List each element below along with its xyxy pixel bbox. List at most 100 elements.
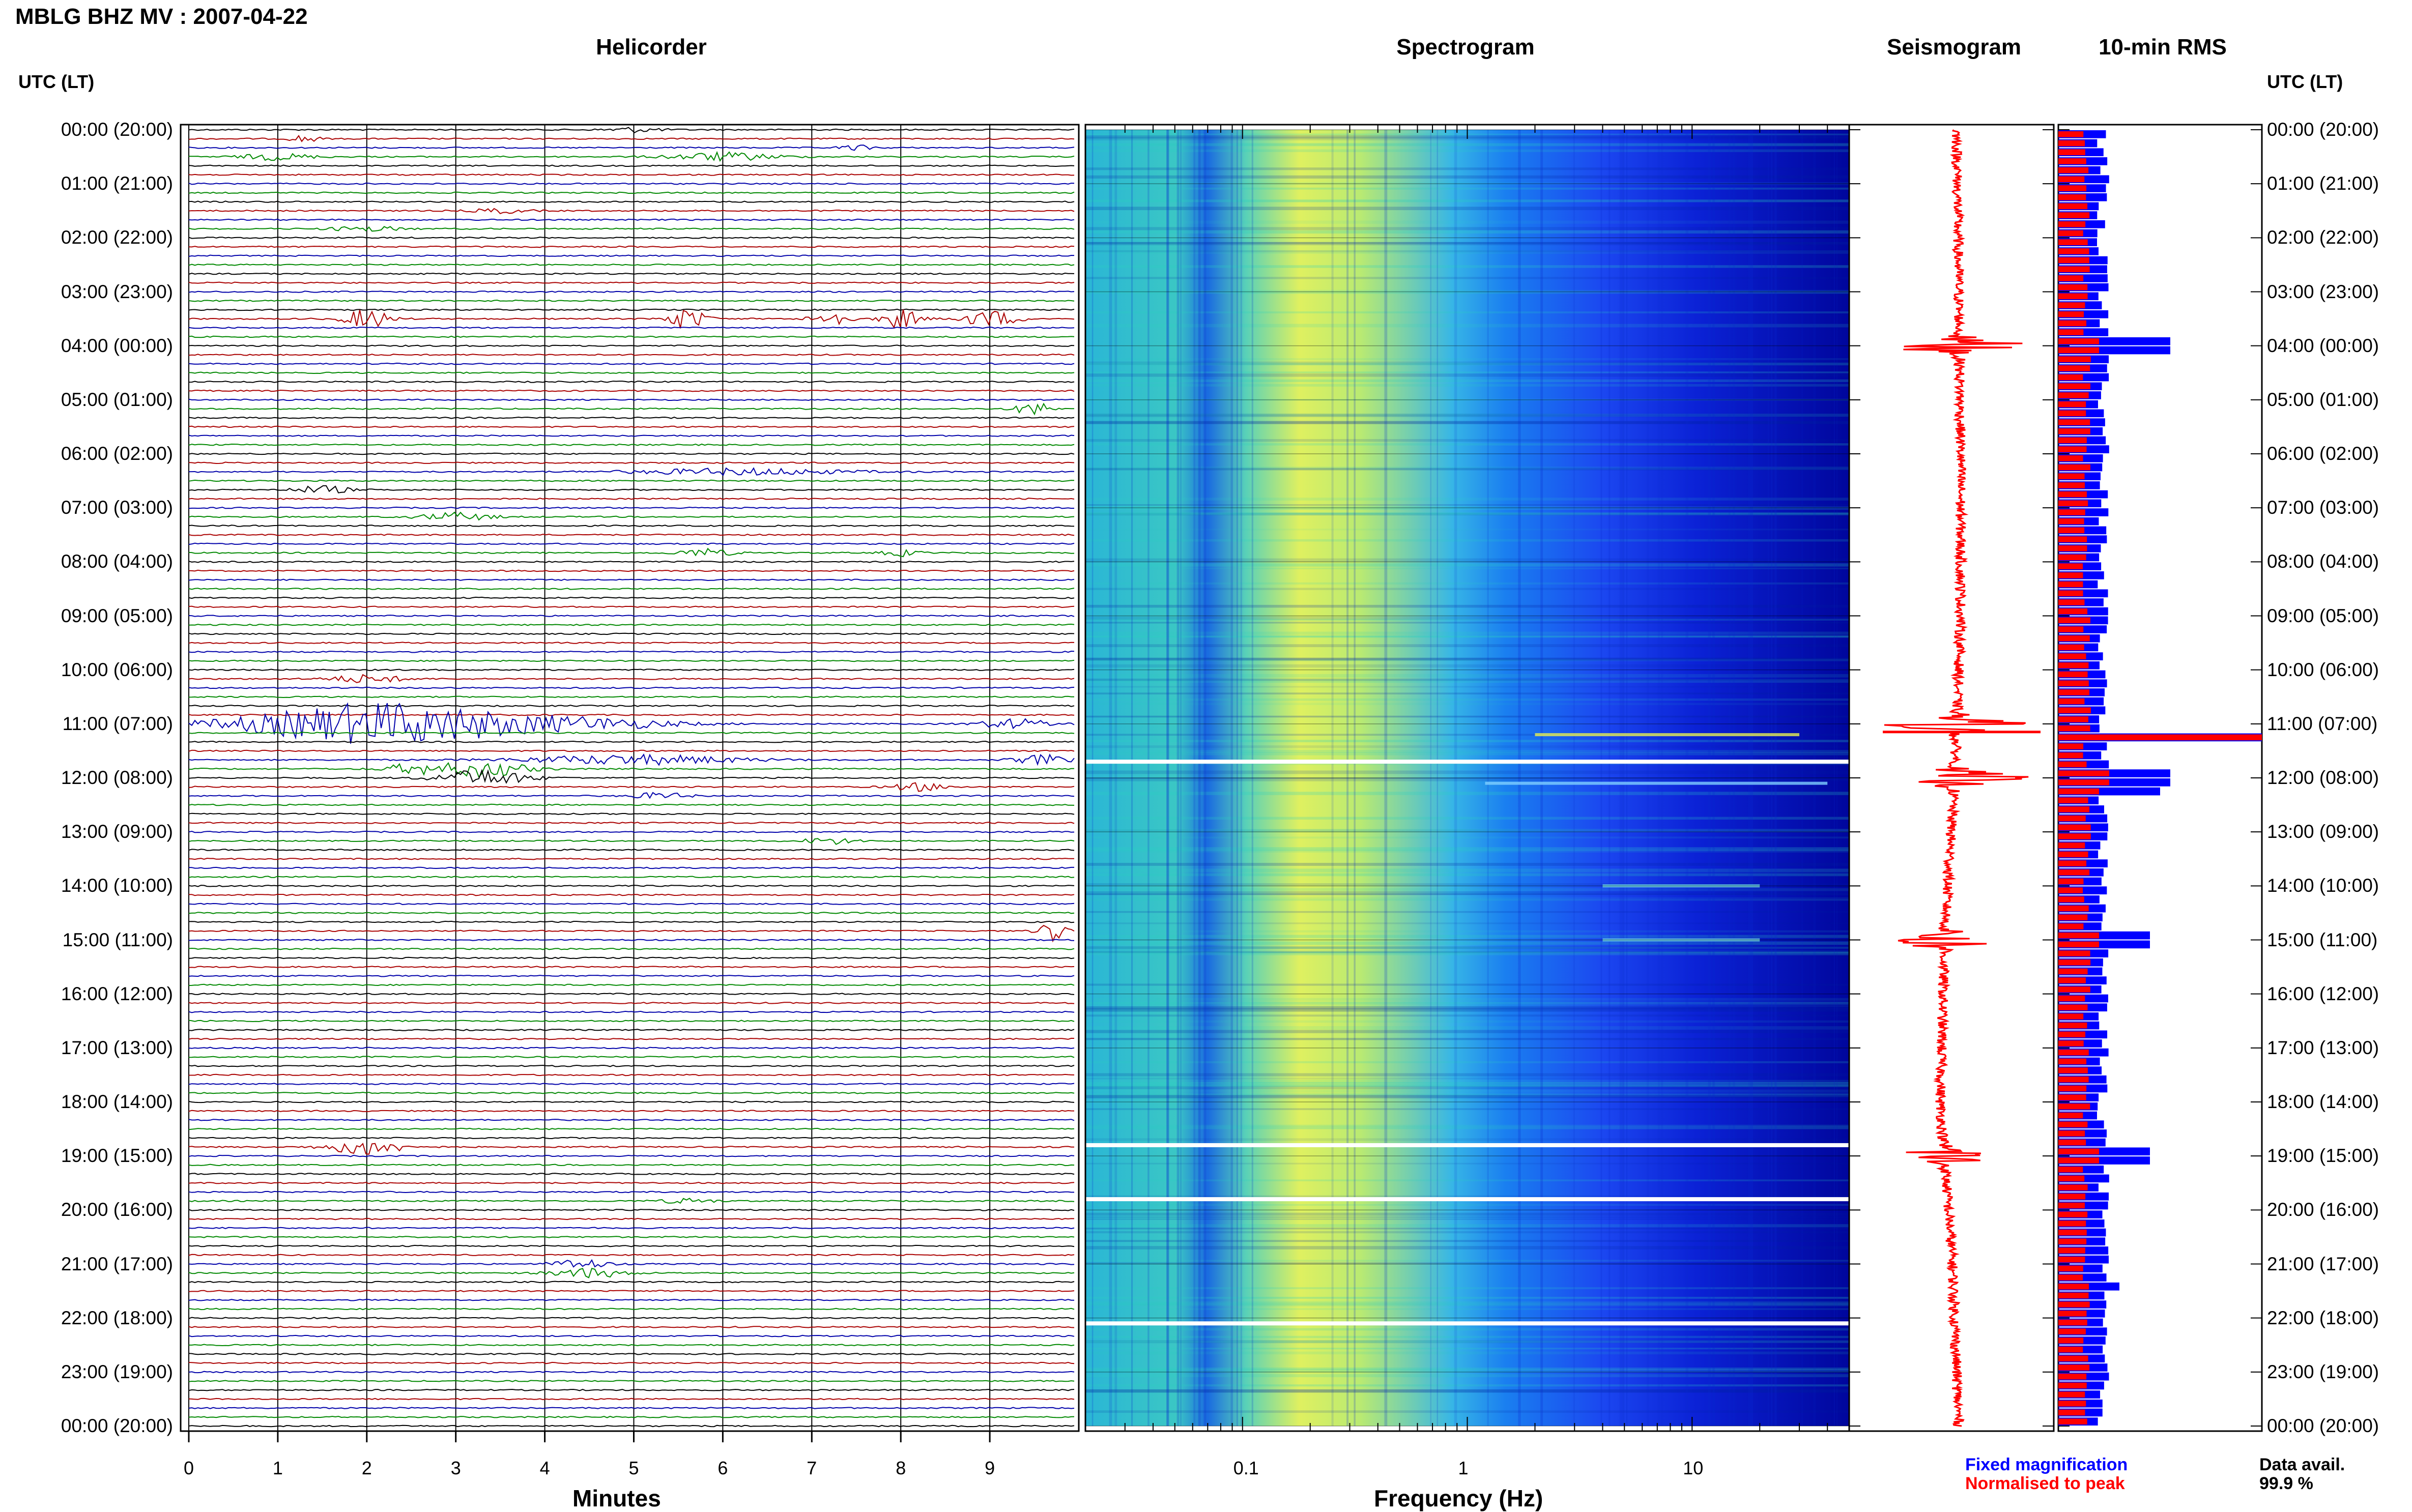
- spectrogram-row-texture: [1085, 513, 1849, 515]
- rms-bar-normalised: [2058, 617, 2090, 624]
- helicorder-tick-label: 8: [896, 1458, 906, 1478]
- rms-bar-normalised: [2058, 446, 2087, 452]
- spectrogram-row-texture: [1085, 398, 1849, 401]
- spectrogram-row-texture: [1085, 1008, 1849, 1010]
- rms-bar-normalised: [2058, 770, 2109, 776]
- spectrogram-row-texture: [1085, 686, 1849, 688]
- spectrogram-column-texture: [1657, 130, 1660, 1426]
- spectrogram-column-texture: [1166, 130, 1169, 1426]
- seismogram-plot: [1848, 124, 2055, 1432]
- helicorder-trace: [188, 461, 1075, 464]
- spectrogram-row-texture: [1085, 657, 1849, 659]
- spectrogram-column-texture: [1733, 130, 1735, 1426]
- spectrogram-row-texture: [1085, 1038, 1849, 1040]
- helicorder-trace: [188, 1083, 1075, 1085]
- rms-bar-normalised: [2058, 167, 2089, 173]
- spectrogram-row-texture: [1085, 698, 1849, 701]
- helicorder-trace: [188, 254, 1075, 257]
- spectrogram-row-texture: [1085, 1368, 1849, 1371]
- helicorder-trace: [189, 1344, 1075, 1347]
- rms-bar-normalised: [2058, 923, 2084, 929]
- rms-bar-normalised: [2058, 590, 2083, 597]
- helicorder-trace: [188, 1407, 1075, 1409]
- rms-bar-normalised: [2058, 977, 2086, 983]
- spectrogram-column-texture: [1176, 130, 1180, 1426]
- spectrogram-event-streak: [1485, 781, 1828, 785]
- rms-bar-normalised: [2058, 950, 2090, 956]
- rms-bar-normalised: [2058, 1247, 2085, 1254]
- helicorder-trace: [188, 182, 1075, 185]
- time-label-left: 04:00 (00:00): [61, 335, 173, 356]
- spectrogram-row-texture: [1085, 1410, 1849, 1413]
- rms-bar-normalised: [2058, 365, 2090, 371]
- rms-bar-normalised: [2058, 401, 2086, 408]
- page-title: MBLG BHZ MV : 2007-04-22: [15, 4, 308, 29]
- spectrogram-event-streak: [1602, 884, 1760, 888]
- helicorder-trace: [188, 1398, 1075, 1401]
- spectrogram-row-texture: [1085, 983, 1849, 986]
- spectrogram-column-texture: [1600, 130, 1602, 1426]
- helicorder-trace: [188, 506, 1075, 509]
- spectrogram-column-texture: [1774, 130, 1777, 1426]
- helicorder-tick-label: 5: [628, 1458, 639, 1478]
- spectrogram-row-texture: [1085, 567, 1849, 569]
- spectrogram-row-texture: [1085, 1297, 1849, 1299]
- spectrogram-row-texture: [1085, 1389, 1849, 1393]
- rms-bar-normalised: [2058, 644, 2084, 651]
- spectrogram-row-texture: [1085, 311, 1849, 313]
- spectrogram-row-texture: [1085, 899, 1849, 901]
- rms-bar-normalised: [2058, 437, 2087, 444]
- helicorder-trace: [188, 335, 1075, 338]
- rms-bar-normalised: [2058, 1229, 2087, 1236]
- rms-bar-normalised: [2058, 545, 2087, 551]
- helicorder-trace: [188, 1046, 1075, 1050]
- spectrogram-row-texture: [1085, 175, 1849, 179]
- spectrogram-row-texture: [1085, 513, 1849, 516]
- spectrogram-column-texture: [1518, 130, 1521, 1426]
- rms-bar-normalised: [2058, 1337, 2084, 1344]
- helicorder-trace: [188, 1388, 1075, 1391]
- spectrogram-column-texture: [1147, 130, 1150, 1426]
- spectrogram-row-texture: [1085, 1089, 1849, 1093]
- helicorder-trace: [188, 498, 1075, 500]
- helicorder-trace: [188, 838, 1075, 845]
- spectrogram-row-texture: [1085, 897, 1849, 900]
- time-label-left: 23:00 (19:00): [61, 1361, 173, 1382]
- spectrogram-row-texture: [1085, 1303, 1849, 1306]
- rms-bar-normalised: [2058, 698, 2085, 705]
- spectrogram-row-texture: [1085, 1014, 1849, 1017]
- rms-bar-normalised: [2058, 1148, 2099, 1155]
- rms-bar-normalised: [2058, 338, 2099, 344]
- spectrogram-column-texture: [1833, 130, 1835, 1426]
- spectrogram-row-texture: [1085, 622, 1849, 624]
- rms-bar-normalised: [2058, 662, 2089, 668]
- rms-bar-normalised: [2058, 1040, 2084, 1046]
- spectrogram-column-texture: [1646, 130, 1649, 1426]
- spectrogram-row-texture: [1085, 1026, 1849, 1030]
- time-label-right: 16:00 (12:00): [2267, 983, 2379, 1004]
- helicorder-trace: [188, 893, 1075, 896]
- spectrogram-row-texture: [1085, 941, 1849, 945]
- spectrogram-row-texture: [1085, 836, 1849, 839]
- helicorder-trace: [188, 542, 1075, 545]
- rms-bar-normalised: [2058, 266, 2090, 273]
- spectrogram-row-texture: [1085, 657, 1849, 660]
- rms-bar-normalised: [2058, 1310, 2087, 1317]
- rms-bar-normalised: [2058, 878, 2084, 885]
- rms-bar-normalised: [2058, 833, 2091, 839]
- rms-bar-normalised: [2058, 518, 2084, 525]
- spectrogram-row-texture: [1085, 468, 1849, 471]
- spectrogram-column-texture: [1770, 130, 1773, 1426]
- rms-bar-normalised: [2058, 1058, 2087, 1065]
- rms-bar-normalised: [2058, 509, 2085, 515]
- spectrogram-column-texture: [1230, 130, 1233, 1426]
- spectrogram-row-texture: [1085, 1384, 1849, 1387]
- spectrogram-row-texture: [1085, 644, 1849, 648]
- helicorder-trace: [188, 1236, 1075, 1238]
- spectrogram-column-texture: [1354, 130, 1356, 1426]
- spectrogram-row-texture: [1085, 167, 1849, 170]
- helicorder-trace: [188, 344, 1075, 347]
- spectrogram-row-texture: [1085, 1124, 1849, 1126]
- spectrogram-column-texture: [1660, 130, 1663, 1426]
- rms-bar-normalised: [2058, 482, 2085, 488]
